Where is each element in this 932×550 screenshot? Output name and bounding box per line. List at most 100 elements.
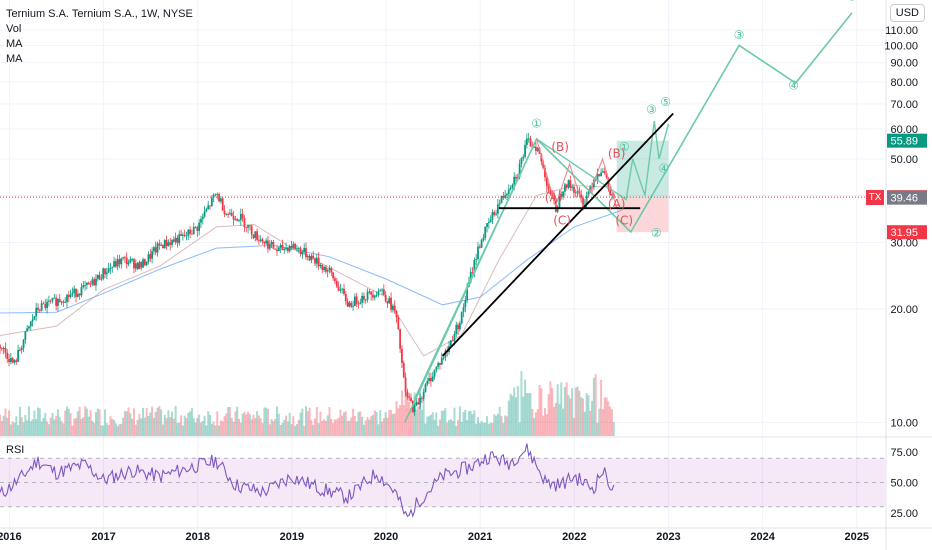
candle-body-116 [209, 205, 211, 207]
volume-bar-45 [80, 418, 83, 436]
volume-indicator-label[interactable]: Vol [6, 23, 22, 35]
rsi-indicator-label[interactable]: RSI [6, 444, 25, 456]
price-tag-3: 31.95 [890, 227, 918, 239]
volume-bar-69 [123, 410, 126, 436]
candle-body-227 [410, 397, 412, 401]
candle-body-53 [95, 278, 97, 286]
candle-body-263 [475, 259, 478, 260]
volume-bar-73 [131, 418, 134, 436]
candle-body-265 [478, 246, 481, 248]
candle-body-68 [122, 257, 125, 259]
volume-bar-71 [127, 407, 130, 436]
candle-body-219 [395, 310, 398, 318]
volume-bar-12 [20, 417, 23, 436]
volume-bar-179 [323, 419, 326, 436]
volume-bar-54 [96, 408, 99, 436]
rsi-tick-label-0: 25.00 [890, 508, 918, 520]
volume-bar-8 [13, 422, 16, 436]
volume-bar-164 [295, 424, 298, 436]
volume-bar-293 [529, 392, 532, 436]
candle-body-21 [37, 307, 39, 310]
currency-button[interactable]: USD [889, 4, 925, 22]
volume-bar-6 [9, 424, 12, 436]
candle-body-229 [413, 405, 416, 412]
candle-body-192 [346, 301, 349, 307]
rsi-line [0, 443, 615, 518]
volume-bar-250 [451, 421, 454, 436]
candle-body-69 [124, 257, 126, 259]
symbol-title[interactable]: Ternium S.A. Ternium S.A., 1W, NYSE [6, 8, 193, 20]
volume-bar-268 [484, 422, 487, 436]
candle-body-191 [344, 294, 347, 302]
rsi-tick-label-1: 50.00 [890, 478, 918, 490]
price-tick-label-10: 110.00 [885, 25, 918, 37]
volume-bar-89 [160, 409, 163, 436]
volume-bar-318 [574, 387, 577, 436]
ma-indicator-label[interactable]: MA [6, 38, 23, 50]
candle-body-308 [556, 207, 559, 212]
candle-body-104 [187, 229, 190, 236]
candle-body-233 [420, 397, 423, 399]
volume-bar-337 [609, 406, 612, 436]
candle-body-326 [589, 186, 592, 192]
volume-bar-309 [558, 403, 561, 436]
candle-body-76 [136, 263, 139, 270]
volume-bar-105 [189, 411, 192, 436]
volume-bar-261 [471, 414, 474, 436]
candle-body-126 [227, 214, 230, 215]
price-tick-label-2: 30.00 [890, 238, 918, 250]
volume-bar-64 [114, 423, 117, 436]
volume-bar-174 [314, 418, 317, 436]
ma-indicator-label-2[interactable]: MA [6, 53, 23, 65]
candle-body-172 [310, 255, 313, 261]
volume-bar-13 [22, 422, 25, 436]
volume-bar-18 [31, 419, 34, 436]
candle-body-202 [364, 299, 367, 301]
candle-body-144 [259, 239, 262, 241]
candle-body-306 [553, 195, 555, 201]
candle-body-3 [4, 348, 7, 353]
candle-body-108 [194, 226, 197, 228]
candle-body-268 [484, 226, 487, 238]
candle-body-312 [563, 184, 566, 192]
volume-bar-230 [415, 409, 418, 436]
volume-bar-312 [563, 386, 566, 436]
candle-body-284 [513, 176, 516, 186]
candle-body-52 [93, 279, 96, 286]
candle-body-322 [582, 197, 584, 208]
volume-bar-308 [556, 384, 559, 436]
volume-bar-186 [335, 419, 338, 436]
candle-body-153 [276, 249, 278, 252]
volume-bar-206 [371, 415, 374, 436]
candle-body-332 [600, 172, 603, 177]
candle-body-169 [305, 247, 307, 258]
volume-bar-7 [11, 421, 14, 436]
candle-body-315 [569, 180, 572, 188]
candle-body-197 [355, 296, 358, 304]
volume-bar-193 [348, 420, 351, 436]
volume-bar-48 [85, 408, 88, 436]
volume-bar-17 [29, 421, 32, 436]
volume-bar-25 [44, 412, 47, 436]
volume-bar-99 [178, 422, 181, 436]
candle-body-310 [560, 194, 563, 197]
candle-body-334 [603, 171, 606, 174]
volume-bar-43 [76, 411, 79, 436]
volume-bar-60 [107, 424, 110, 436]
volume-bar-235 [424, 423, 427, 436]
wave-label-1: (B) [551, 140, 569, 154]
price-tick-label-4: 50.00 [890, 154, 918, 166]
volume-bar-104 [187, 412, 190, 436]
volume-bar-40 [71, 425, 74, 436]
candle-body-194 [350, 302, 353, 307]
candle-body-87 [156, 243, 159, 253]
volume-bar-320 [578, 390, 581, 436]
candle-body-212 [382, 289, 385, 296]
volume-bar-53 [94, 412, 97, 436]
candle-body-86 [154, 247, 157, 253]
volume-bar-78 [140, 418, 143, 436]
candle-body-22 [38, 309, 41, 311]
candle-body-70 [125, 257, 128, 265]
volume-bar-289 [522, 396, 525, 436]
